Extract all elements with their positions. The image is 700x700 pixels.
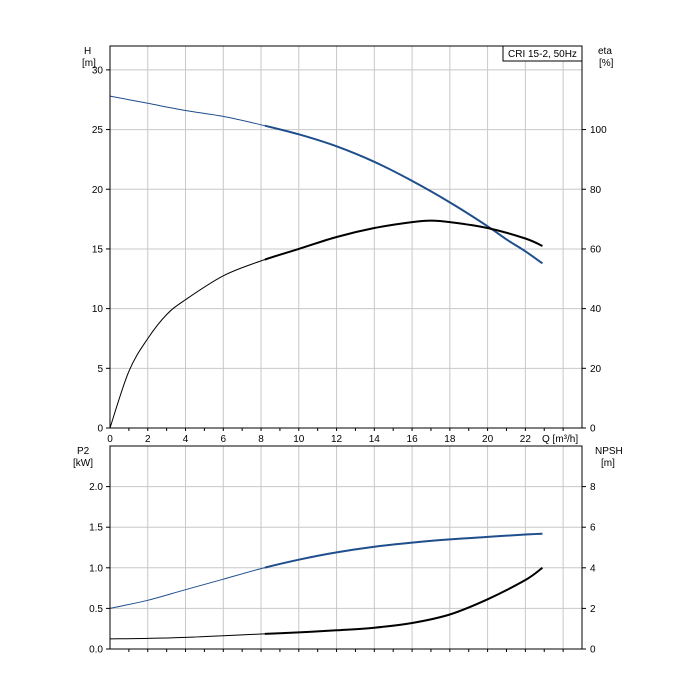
bottom-right-axis-label: NPSH xyxy=(595,446,623,457)
left-tick-label: 1.0 xyxy=(89,563,103,574)
right-tick-label: 40 xyxy=(590,304,602,315)
x-tick-label: 2 xyxy=(145,434,151,445)
left-tick-label: 2.0 xyxy=(89,482,103,493)
left-tick-label: 0.0 xyxy=(89,645,103,656)
left-tick-label: 0.5 xyxy=(89,604,103,615)
left-tick-label: 1.5 xyxy=(89,523,103,534)
top-right-axis-unit: [%] xyxy=(599,58,614,69)
left-tick-label: 15 xyxy=(92,244,104,255)
top-right-axis-label: eta xyxy=(598,46,612,57)
plot-frame xyxy=(109,45,583,429)
right-tick-label: 2 xyxy=(590,604,596,615)
curve-operating-range-1-1 xyxy=(264,566,543,635)
chart-title-box xyxy=(502,45,583,62)
right-tick-label: 0 xyxy=(590,645,596,656)
left-tick-label: 10 xyxy=(92,304,104,315)
left-tick-label: 5 xyxy=(97,364,103,375)
bottom-left-axis-label: P2 xyxy=(77,446,90,457)
left-tick-label: 0 xyxy=(97,424,103,435)
left-tick-label: 20 xyxy=(92,185,104,196)
right-tick-label: 60 xyxy=(590,244,602,255)
x-tick-label: 20 xyxy=(482,434,494,445)
curve-0-1 xyxy=(109,220,543,429)
x-tick-label: 18 xyxy=(444,434,456,445)
right-tick-label: 80 xyxy=(590,185,602,196)
top-left-axis-unit: [m] xyxy=(82,58,96,69)
x-tick-label: 16 xyxy=(407,434,419,445)
right-tick-label: 20 xyxy=(590,364,602,375)
x-tick-label: 4 xyxy=(183,434,189,445)
curve-operating-range-1-0 xyxy=(264,532,543,569)
right-tick-label: 4 xyxy=(590,563,596,574)
curve-0-0 xyxy=(109,95,543,264)
right-tick-label: 8 xyxy=(590,482,596,493)
x-axis-label: Q [m³/h] xyxy=(542,434,578,445)
curve-operating-range-0-1 xyxy=(264,219,543,261)
plot-frame xyxy=(109,445,583,650)
bottom-left-axis-unit: [kW] xyxy=(73,458,93,469)
chart-title: CRI 15-2, 50Hz xyxy=(508,49,577,60)
x-tick-label: 12 xyxy=(331,434,343,445)
top-left-axis-label: H xyxy=(84,46,91,57)
right-tick-label: 6 xyxy=(590,523,596,534)
curve-operating-range-0-0 xyxy=(264,124,543,265)
x-tick-label: 0 xyxy=(107,434,113,445)
x-tick-label: 14 xyxy=(369,434,381,445)
left-tick-label: 30 xyxy=(92,65,104,76)
right-tick-label: 100 xyxy=(590,125,607,136)
x-tick-label: 22 xyxy=(520,434,532,445)
right-tick-label: 0 xyxy=(590,424,596,435)
left-tick-label: 25 xyxy=(92,125,104,136)
x-tick-label: 10 xyxy=(293,434,305,445)
x-tick-label: 6 xyxy=(220,434,226,445)
bottom-right-axis-unit: [m] xyxy=(601,458,615,469)
curve-1-0 xyxy=(109,533,543,609)
x-tick-label: 8 xyxy=(258,434,264,445)
